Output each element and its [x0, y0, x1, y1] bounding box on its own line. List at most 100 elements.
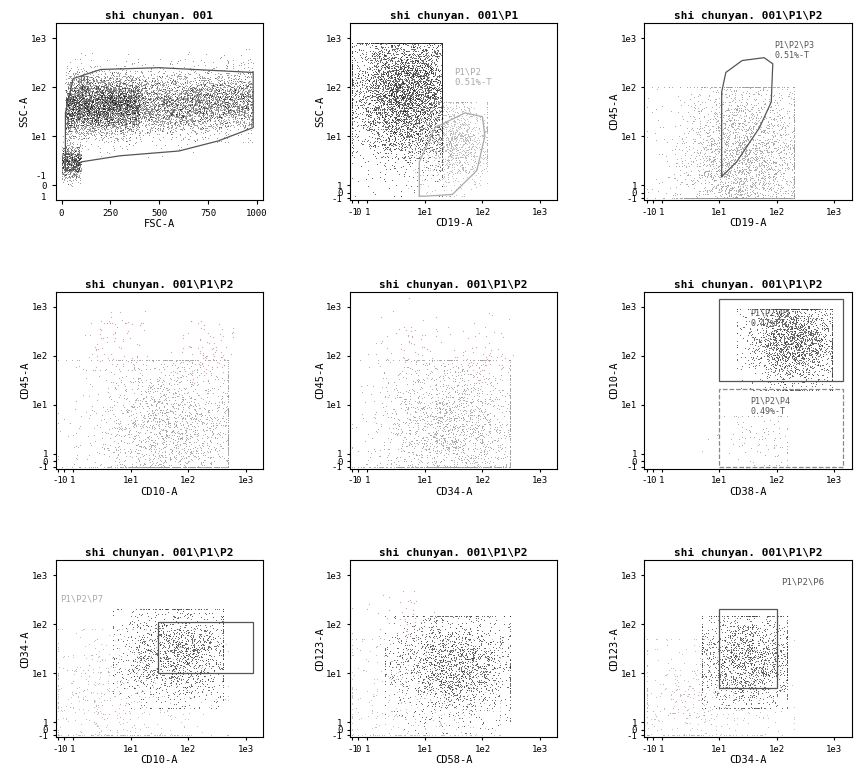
Point: [201, 674, 215, 686]
Point: [752, 622, 766, 634]
Point: [114, 103, 128, 115]
Point: [98, 91, 111, 104]
Point: [246, 89, 259, 101]
Point: [76, 691, 90, 704]
Point: [211, 102, 224, 115]
Point: [147, 98, 161, 111]
Point: [433, 37, 447, 49]
Point: [193, 95, 207, 108]
Point: [439, 378, 453, 391]
Point: [411, 37, 425, 49]
Point: [124, 100, 138, 112]
Point: [383, 79, 397, 91]
Point: [130, 99, 144, 112]
Point: [404, 98, 418, 110]
Point: [181, 108, 194, 121]
Point: [381, 89, 395, 101]
Point: [785, 335, 799, 347]
Point: [701, 188, 715, 200]
Point: [771, 338, 785, 350]
Point: [704, 81, 718, 94]
Point: [752, 334, 766, 346]
Point: [758, 431, 772, 444]
Point: [164, 121, 178, 133]
Point: [114, 62, 128, 75]
Point: [152, 687, 165, 700]
Point: [493, 438, 507, 451]
Point: [397, 73, 411, 85]
Point: [113, 79, 127, 91]
Point: [640, 692, 654, 704]
Point: [67, 146, 80, 158]
Point: [430, 145, 443, 158]
Point: [85, 653, 98, 665]
Point: [157, 460, 170, 473]
Point: [119, 64, 133, 76]
Point: [783, 135, 797, 147]
Point: [169, 119, 182, 131]
Point: [206, 87, 220, 99]
Point: [229, 112, 242, 125]
Point: [415, 119, 429, 131]
Point: [114, 76, 128, 89]
Point: [123, 447, 137, 459]
Point: [111, 448, 125, 460]
Point: [729, 729, 743, 741]
Point: [412, 75, 425, 87]
Point: [367, 395, 381, 408]
Point: [780, 654, 794, 666]
Point: [428, 145, 442, 158]
Point: [65, 92, 79, 105]
Point: [90, 94, 104, 107]
Point: [218, 90, 232, 102]
Point: [813, 326, 827, 339]
Point: [158, 603, 171, 615]
Point: [373, 116, 387, 129]
Point: [733, 658, 746, 670]
Point: [381, 62, 395, 75]
Point: [437, 354, 451, 367]
Point: [401, 101, 415, 114]
Point: [169, 90, 182, 102]
Point: [70, 66, 84, 79]
Point: [67, 151, 80, 163]
Point: [461, 682, 475, 694]
Point: [141, 460, 155, 473]
Point: [464, 672, 478, 685]
Point: [401, 378, 414, 390]
Point: [432, 101, 446, 113]
Point: [199, 105, 213, 117]
Point: [771, 350, 785, 363]
Point: [193, 701, 206, 714]
Point: [744, 192, 758, 204]
Point: [346, 74, 360, 87]
Point: [725, 108, 739, 120]
Point: [427, 460, 441, 473]
Point: [419, 460, 433, 473]
Point: [662, 81, 675, 94]
Point: [788, 108, 801, 120]
Point: [408, 68, 422, 80]
Point: [192, 634, 205, 647]
Point: [203, 83, 217, 96]
Point: [146, 94, 160, 107]
Point: [64, 143, 78, 155]
Point: [158, 652, 172, 665]
Point: [425, 458, 439, 470]
Point: [395, 151, 408, 164]
Point: [155, 701, 169, 714]
Point: [768, 637, 782, 650]
Point: [728, 192, 741, 204]
Point: [790, 304, 804, 317]
Point: [134, 440, 148, 452]
Point: [84, 99, 98, 112]
Point: [460, 124, 473, 136]
Point: [198, 80, 211, 92]
Point: [346, 711, 360, 723]
Point: [752, 192, 765, 204]
Point: [429, 112, 443, 124]
Point: [389, 729, 403, 741]
Point: [152, 100, 166, 112]
Point: [788, 145, 801, 158]
Point: [74, 107, 88, 119]
